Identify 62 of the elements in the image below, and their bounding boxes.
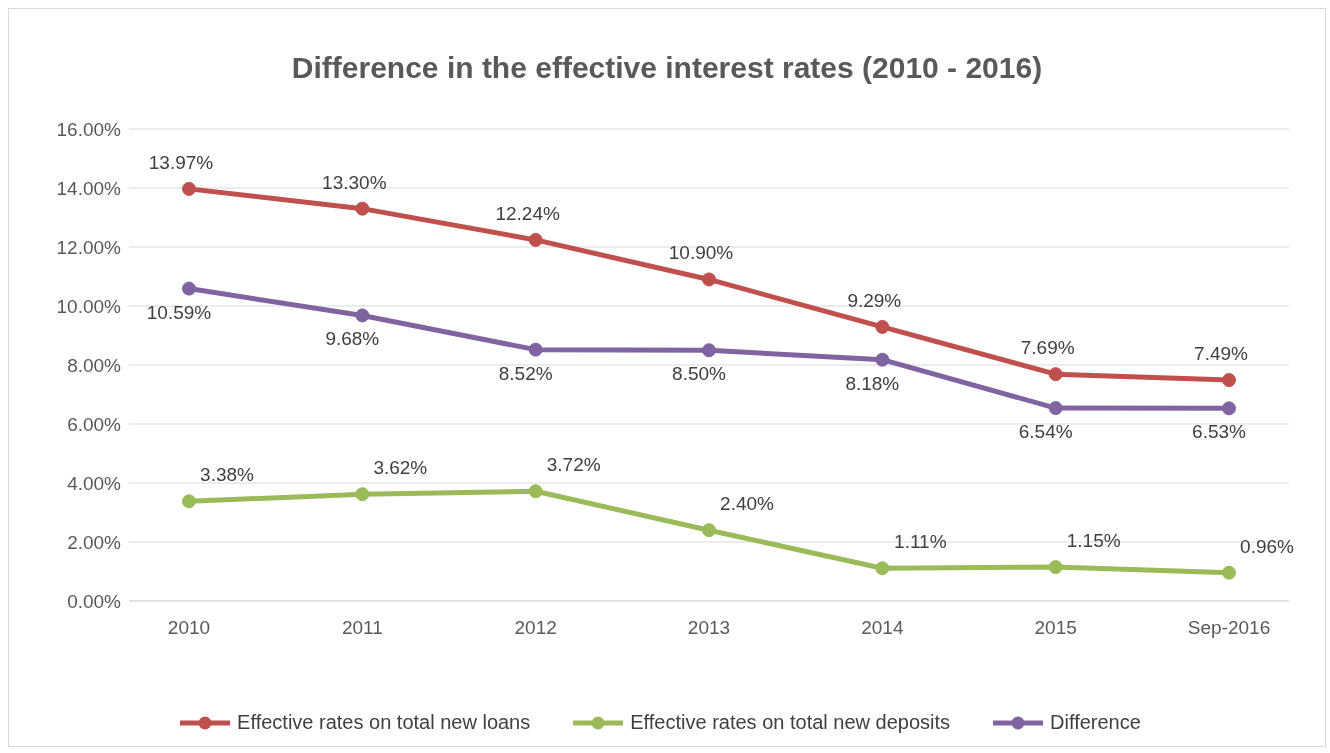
data-label: 13.30% — [322, 171, 387, 193]
point — [1222, 565, 1236, 580]
y-tick-label: 2.00% — [67, 531, 122, 553]
point — [355, 308, 370, 323]
chart-title: Difference in the effective interest rates (2010 - 2016) — [290, 51, 1044, 85]
point — [875, 561, 890, 576]
data-label: 3.38% — [200, 464, 255, 486]
point — [528, 342, 543, 357]
point — [528, 232, 543, 247]
data-label: 8.52% — [498, 362, 553, 384]
point — [1048, 401, 1063, 416]
point — [182, 494, 196, 509]
y-tick-label: 14.00% — [56, 177, 122, 199]
point — [182, 281, 196, 296]
data-label: 7.49% — [1194, 343, 1249, 365]
point — [1222, 401, 1236, 416]
y-tick-label: 6.00% — [67, 413, 122, 435]
data-label: 10.90% — [668, 242, 734, 264]
data-label: 1.11% — [894, 531, 947, 553]
data-label: 12.24% — [495, 202, 560, 224]
data-label: 8.50% — [672, 363, 727, 385]
x-tick-label: 2013 — [687, 617, 731, 639]
legend-label: Effective rates on total new loans — [237, 711, 531, 734]
data-label: 3.62% — [373, 457, 428, 479]
data-label: 0.96% — [1240, 535, 1295, 557]
data-label: 2.40% — [720, 493, 775, 515]
data-label: 1.15% — [1066, 530, 1121, 552]
y-tick-label: 0.00% — [67, 590, 122, 612]
x-tick-label: 2010 — [167, 617, 211, 639]
data-label: 6.54% — [1018, 421, 1073, 443]
point — [1048, 367, 1063, 382]
x-tick-label: 2011 — [341, 617, 383, 639]
point — [1222, 373, 1236, 388]
point — [355, 487, 370, 502]
point — [182, 181, 196, 196]
point — [355, 201, 370, 216]
point — [875, 352, 890, 367]
y-tick-label: 4.00% — [67, 472, 122, 494]
point — [702, 523, 716, 538]
data-label: 3.72% — [546, 454, 601, 476]
point — [528, 484, 543, 499]
data-label: 7.69% — [1020, 337, 1075, 359]
y-tick-label: 10.00% — [56, 295, 122, 317]
point — [702, 343, 716, 358]
data-label: 13.97% — [148, 151, 214, 173]
data-label: 9.29% — [847, 289, 902, 311]
legend-label: Effective rates on total new deposits — [630, 711, 951, 734]
x-tick-label: 2015 — [1034, 617, 1077, 639]
x-tick-label: Sep-2016 — [1187, 617, 1271, 639]
point — [702, 272, 716, 287]
data-label: 9.68% — [325, 328, 380, 350]
y-tick-label: 8.00% — [67, 354, 122, 376]
data-label: 8.18% — [845, 372, 900, 394]
x-tick-label: 2014 — [861, 617, 904, 639]
data-label: 6.53% — [1192, 421, 1247, 443]
y-tick-label: 16.00% — [56, 118, 122, 140]
legend-label: Difference — [1050, 711, 1141, 734]
data-label: 10.59% — [146, 301, 212, 323]
point — [875, 319, 890, 334]
point — [1048, 560, 1063, 575]
x-tick-label: 2012 — [514, 617, 557, 639]
y-tick-label: 12.00% — [56, 236, 122, 258]
